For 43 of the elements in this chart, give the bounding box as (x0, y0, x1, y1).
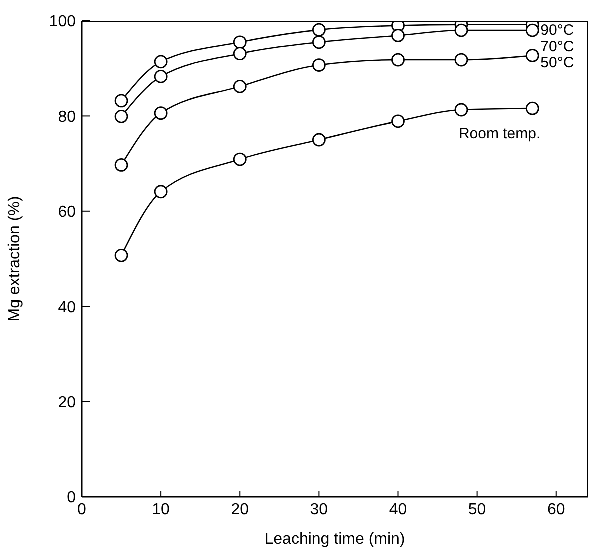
point (392, 29, 405, 42)
point (312, 36, 326, 50)
series-label: 50°C (540, 54, 574, 72)
point (392, 53, 405, 67)
point (526, 49, 540, 62)
x-axis-title: Leaching time (min) (264, 531, 406, 548)
point (154, 106, 168, 120)
point (154, 55, 168, 69)
x-tick-label: 50 (468, 501, 486, 518)
x-tick-label: 30 (310, 501, 328, 518)
y-tick-label: 20 (58, 394, 76, 412)
x-tick-label: 10 (152, 501, 170, 518)
point (392, 114, 405, 128)
y-tick-label: 60 (58, 204, 76, 222)
point (233, 152, 247, 166)
point (114, 248, 128, 262)
x-tick-label: 40 (389, 501, 408, 518)
series-label: 70°C (540, 38, 574, 56)
point (526, 24, 540, 38)
point (526, 102, 540, 116)
point (454, 103, 468, 117)
series-label: Room temp. (458, 126, 541, 143)
point (454, 24, 468, 38)
y-tick-label: 100 (49, 14, 76, 31)
point (312, 133, 326, 147)
x-tick-label: 20 (231, 501, 250, 518)
point (114, 158, 128, 172)
point (233, 47, 247, 61)
y-tick-label: 40 (58, 299, 76, 316)
point (114, 110, 128, 124)
series-label: 90°C (540, 22, 574, 39)
point (312, 23, 326, 37)
point (454, 53, 468, 67)
y-tick-label: 80 (58, 108, 76, 126)
point (312, 58, 326, 72)
point (114, 94, 128, 108)
point (154, 185, 168, 199)
y-tick-label: 0 (67, 490, 76, 507)
point (154, 70, 168, 84)
point (233, 80, 247, 94)
y-axis-title: Mg extraction (%) (6, 196, 24, 322)
x-tick-label: 60 (547, 501, 566, 518)
point (233, 36, 247, 50)
